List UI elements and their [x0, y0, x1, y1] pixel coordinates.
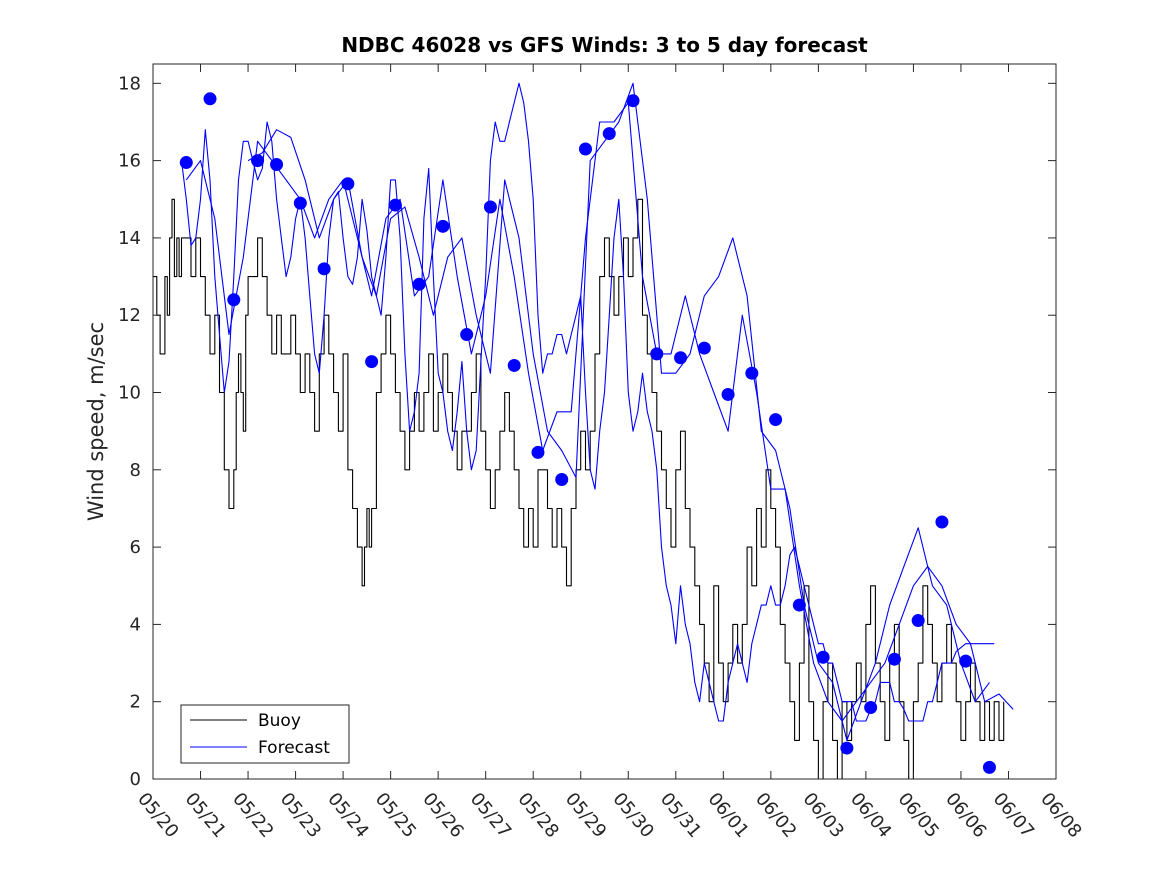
forecast-series-line-3	[247, 82, 990, 741]
forecast-marker	[460, 328, 474, 342]
forecast-marker	[203, 92, 217, 106]
forecast-marker	[935, 515, 949, 529]
legend-box	[180, 704, 350, 764]
forecast-marker	[578, 142, 592, 156]
plot-area	[153, 64, 1056, 779]
forecast-marker	[816, 650, 830, 664]
y-tick-label: 18	[118, 73, 141, 94]
forecast-marker	[769, 413, 783, 427]
y-tick-label: 8	[130, 460, 141, 481]
legend-label-forecast: Forecast	[258, 738, 330, 758]
y-axis-label: Wind speed, m/sec	[84, 322, 108, 521]
forecast-marker	[483, 200, 497, 214]
marker-layer	[179, 92, 996, 774]
forecast-marker	[531, 445, 545, 459]
forecast-marker	[341, 177, 355, 191]
forecast-marker	[721, 387, 735, 401]
forecast-marker	[982, 760, 996, 774]
chart-title: NDBC 46028 vs GFS Winds: 3 to 5 day fore…	[341, 33, 868, 57]
plot-frame	[152, 63, 1057, 780]
y-tick-label: 14	[118, 228, 141, 249]
forecast-marker	[650, 347, 664, 361]
forecast-marker	[436, 219, 450, 233]
y-tick-label: 12	[118, 305, 141, 326]
forecast-marker	[388, 198, 402, 212]
forecast-series-line-1	[180, 82, 995, 722]
y-tick-label: 6	[130, 537, 141, 558]
forecast-marker	[959, 654, 973, 668]
legend-label-buoy: Buoy	[258, 711, 301, 731]
forecast-marker	[507, 358, 521, 372]
forecast-marker	[555, 472, 569, 486]
forecast-marker	[227, 293, 241, 307]
y-tick-label: 4	[130, 614, 141, 635]
forecast-marker	[864, 701, 878, 714]
forecast-marker	[179, 156, 193, 170]
forecast-marker	[840, 741, 854, 755]
y-tick-label: 10	[118, 383, 141, 404]
forecast-marker	[887, 652, 901, 666]
forecast-marker	[745, 366, 759, 380]
buoy-series-line	[153, 198, 1005, 780]
forecast-marker	[911, 614, 925, 628]
forecast-marker	[697, 341, 711, 355]
forecast-marker	[412, 277, 426, 291]
forecast-marker	[674, 351, 688, 365]
forecast-marker	[602, 127, 616, 141]
forecast-marker	[293, 196, 307, 210]
legend: Buoy Forecast	[180, 704, 350, 764]
forecast-marker	[792, 598, 806, 612]
forecast-marker	[365, 355, 379, 369]
y-tick-label: 16	[118, 151, 141, 172]
forecast-marker	[626, 94, 640, 108]
y-tick-label: 0	[130, 769, 141, 790]
series-layer	[153, 82, 1014, 780]
forecast-series-line-2	[185, 102, 1014, 722]
forecast-marker	[317, 262, 331, 276]
forecast-marker	[270, 157, 284, 171]
y-tick-label: 2	[130, 692, 141, 713]
forecast-marker	[251, 154, 265, 168]
